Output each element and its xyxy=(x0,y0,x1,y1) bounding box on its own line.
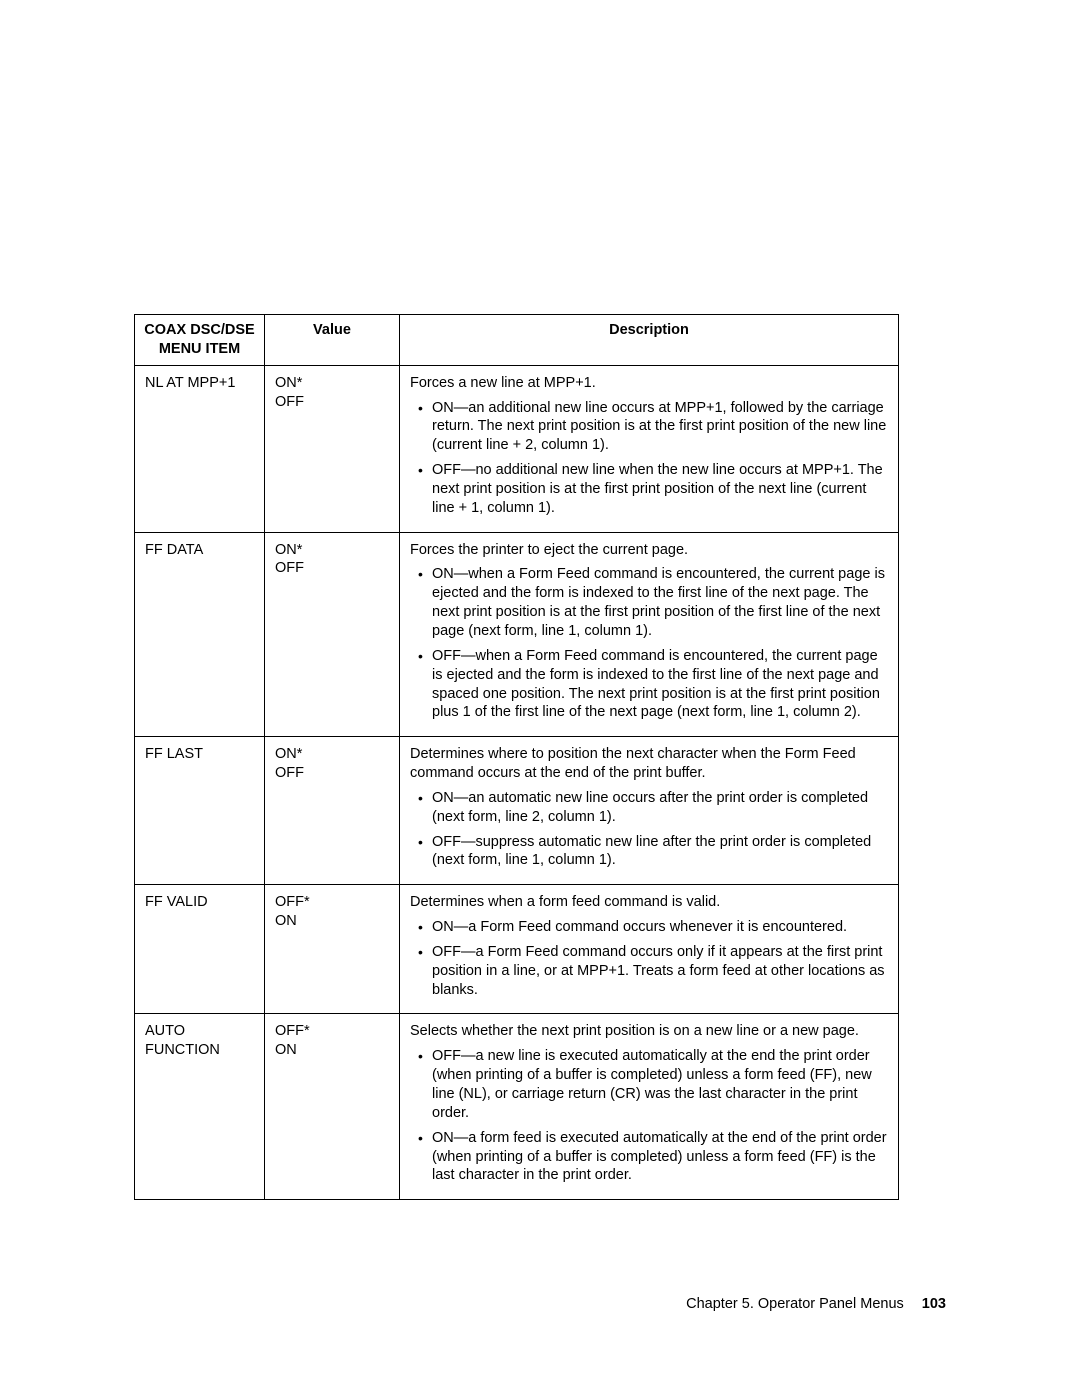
value-option: OFF xyxy=(275,393,389,412)
value-option: ON* xyxy=(275,745,389,764)
table-header: COAX DSC/DSE MENU ITEM Value Description xyxy=(135,315,899,366)
header-value: Value xyxy=(265,315,400,366)
description-bullet: OFF—when a Form Feed command is encounte… xyxy=(410,647,888,722)
table-row: FF VALIDOFF*ONDetermines when a form fee… xyxy=(135,885,899,1014)
value-option: OFF xyxy=(275,559,389,578)
menu-table: COAX DSC/DSE MENU ITEM Value Description… xyxy=(134,314,899,1200)
value-option: OFF xyxy=(275,764,389,783)
value-option: ON xyxy=(275,1041,389,1060)
footer-chapter: Chapter 5. Operator Panel Menus xyxy=(686,1296,904,1312)
description-bullet: ON—a form feed is executed automatically… xyxy=(410,1129,888,1186)
cell-value: ON*OFF xyxy=(265,737,400,885)
cell-description: Forces a new line at MPP+1. ON—an additio… xyxy=(400,365,899,532)
cell-menu-item: FF VALID xyxy=(135,885,265,1014)
cell-menu-item: NL AT MPP+1 xyxy=(135,365,265,532)
description-intro: Selects whether the next print position … xyxy=(410,1022,888,1041)
table-row: NL AT MPP+1ON*OFFForces a new line at MP… xyxy=(135,365,899,532)
header-description: Description xyxy=(400,315,899,366)
page-footer: Chapter 5. Operator Panel Menus 103 xyxy=(686,1296,946,1312)
cell-menu-item: FF LAST xyxy=(135,737,265,885)
description-bullet: OFF—suppress automatic new line after th… xyxy=(410,833,888,871)
table-body: NL AT MPP+1ON*OFFForces a new line at MP… xyxy=(135,365,899,1200)
description-bullets: ON—an automatic new line occurs after th… xyxy=(410,789,888,870)
value-option: ON* xyxy=(275,374,389,393)
value-option: OFF* xyxy=(275,1022,389,1041)
cell-description: Forces the printer to eject the current … xyxy=(400,532,899,737)
cell-description: Selects whether the next print position … xyxy=(400,1014,899,1200)
description-intro: Forces a new line at MPP+1. xyxy=(410,374,888,393)
value-option: ON* xyxy=(275,541,389,560)
table-container: COAX DSC/DSE MENU ITEM Value Description… xyxy=(134,314,899,1200)
description-intro: Determines when a form feed command is v… xyxy=(410,893,888,912)
header-menu-item: COAX DSC/DSE MENU ITEM xyxy=(135,315,265,366)
description-bullets: ON—an additional new line occurs at MPP+… xyxy=(410,399,888,518)
description-intro: Determines where to position the next ch… xyxy=(410,745,888,783)
description-bullet: ON—when a Form Feed command is encounter… xyxy=(410,565,888,640)
description-intro: Forces the printer to eject the current … xyxy=(410,541,888,560)
table-row: AUTO FUNCTIONOFF*ONSelects whether the n… xyxy=(135,1014,899,1200)
cell-description: Determines when a form feed command is v… xyxy=(400,885,899,1014)
value-option: ON xyxy=(275,912,389,931)
table-row: FF DATAON*OFFForces the printer to eject… xyxy=(135,532,899,737)
description-bullets: OFF—a new line is executed automatically… xyxy=(410,1047,888,1185)
cell-menu-item: FF DATA xyxy=(135,532,265,737)
description-bullet: OFF—a Form Feed command occurs only if i… xyxy=(410,943,888,1000)
description-bullets: ON—a Form Feed command occurs whenever i… xyxy=(410,918,888,999)
description-bullets: ON—when a Form Feed command is encounter… xyxy=(410,565,888,722)
description-bullet: ON—an additional new line occurs at MPP+… xyxy=(410,399,888,456)
description-bullet: OFF—no additional new line when the new … xyxy=(410,461,888,518)
description-bullet: ON—an automatic new line occurs after th… xyxy=(410,789,888,827)
document-page: COAX DSC/DSE MENU ITEM Value Description… xyxy=(0,0,1080,1397)
cell-value: OFF*ON xyxy=(265,885,400,1014)
header-menu-item-line1: COAX DSC/DSE xyxy=(144,322,254,338)
cell-value: OFF*ON xyxy=(265,1014,400,1200)
description-bullet: OFF—a new line is executed automatically… xyxy=(410,1047,888,1122)
value-option: OFF* xyxy=(275,893,389,912)
cell-menu-item: AUTO FUNCTION xyxy=(135,1014,265,1200)
header-menu-item-line2: MENU ITEM xyxy=(159,341,240,357)
description-bullet: ON—a Form Feed command occurs whenever i… xyxy=(410,918,888,937)
footer-page-number: 103 xyxy=(922,1296,946,1312)
table-row: FF LASTON*OFFDetermines where to positio… xyxy=(135,737,899,885)
cell-value: ON*OFF xyxy=(265,365,400,532)
cell-value: ON*OFF xyxy=(265,532,400,737)
cell-description: Determines where to position the next ch… xyxy=(400,737,899,885)
